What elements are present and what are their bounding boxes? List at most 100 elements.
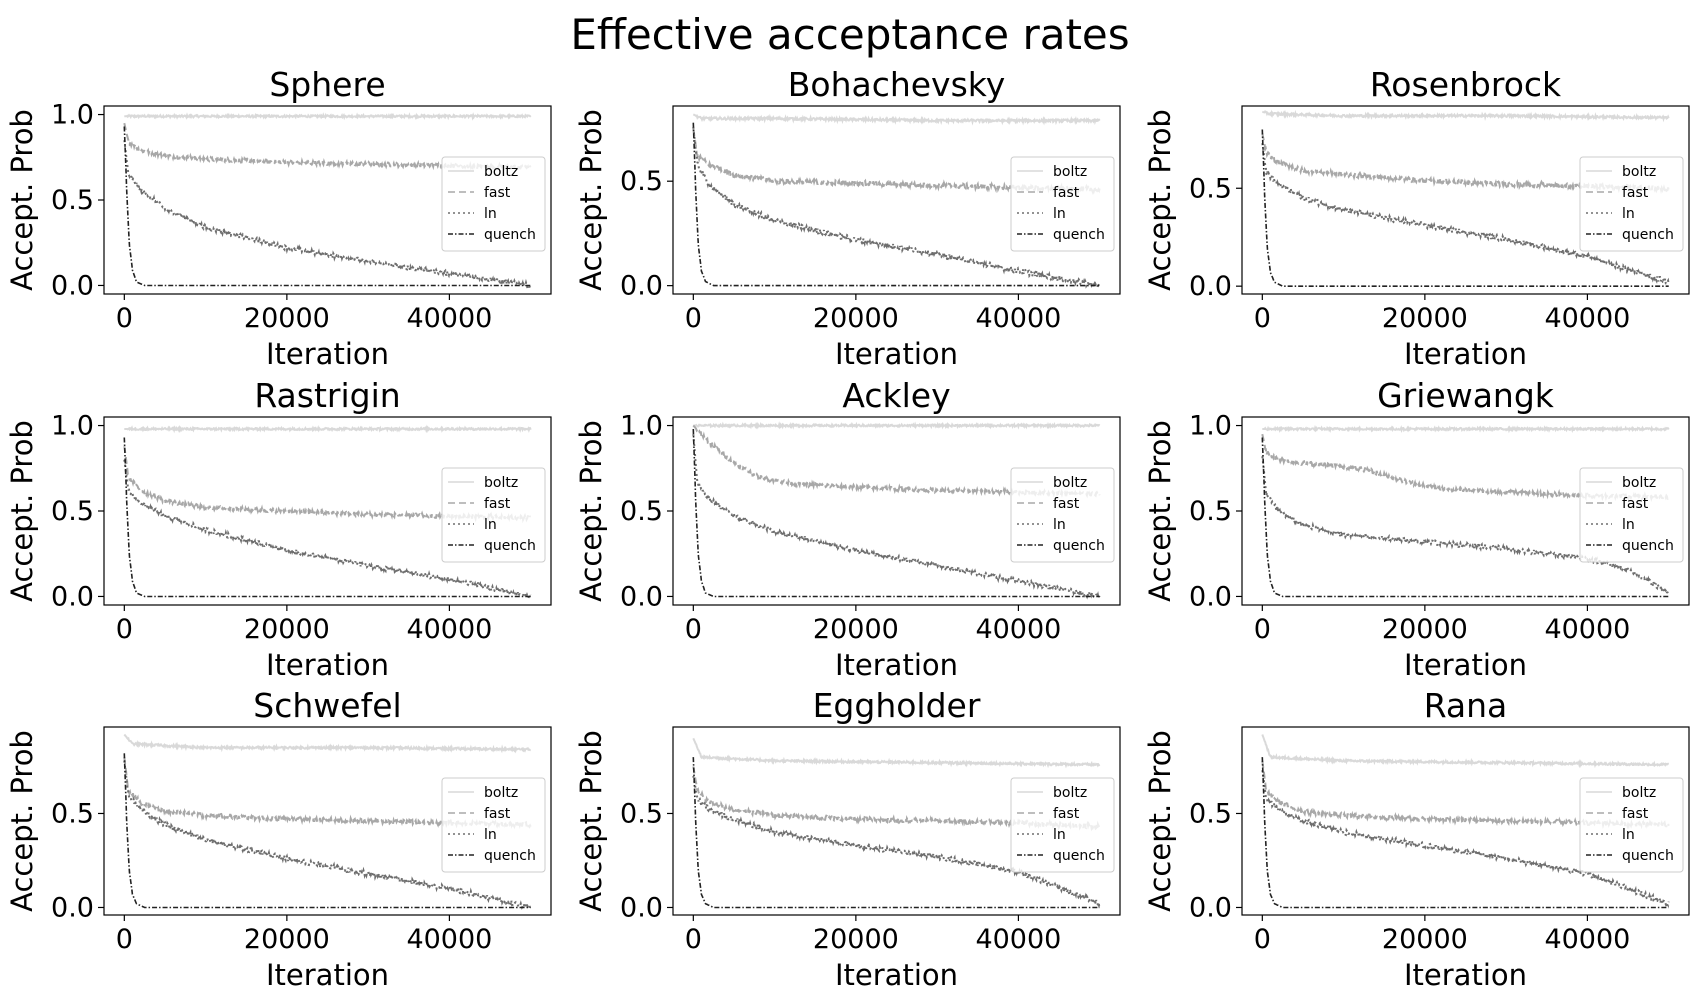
- y-tick-label: 0.0: [51, 270, 94, 301]
- y-tick-label: 0.5: [1189, 798, 1232, 829]
- x-tick-label: 0: [1254, 303, 1271, 334]
- x-tick-label: 20000: [1382, 924, 1468, 955]
- subplot-eggholder: Eggholder 0 20000 40000 0.0 0.5 Iteration Accep…: [574, 686, 1121, 992]
- y-tick-label: 0.5: [1189, 173, 1232, 204]
- legend-label-boltz: boltz: [1053, 164, 1087, 180]
- legend-label-ln: ln: [1053, 827, 1066, 843]
- legend-label-boltz: boltz: [484, 785, 518, 801]
- legend-label-quench: quench: [484, 227, 536, 243]
- x-tick-label: 20000: [813, 303, 899, 334]
- x-tick-label: 20000: [1382, 614, 1468, 645]
- axes-frame: [672, 726, 1121, 916]
- subplot-rana: Rana 0 20000 40000 0.0 0.5 Iteration Accept. Pr…: [1143, 686, 1690, 992]
- axes-frame: [103, 726, 552, 916]
- legend-label-boltz: boltz: [1053, 785, 1087, 801]
- y-tick-label: 0.0: [620, 271, 663, 302]
- legend-label-quench: quench: [1622, 538, 1674, 554]
- series-line-quench: [692, 122, 1100, 287]
- legend-label-ln: ln: [484, 206, 497, 222]
- x-tick-label: 0: [116, 924, 133, 955]
- legend-label-ln: ln: [1622, 206, 1635, 222]
- y-tick-label: 0.5: [51, 496, 94, 527]
- y-tick-label: 0.5: [1189, 496, 1232, 527]
- legend-label-quench: quench: [1053, 227, 1105, 243]
- subplot-title: Rana: [1424, 686, 1508, 725]
- legend: boltz fast ln quench: [1579, 467, 1684, 563]
- series-line-ln: [1261, 143, 1670, 285]
- x-axis-label: Iteration: [1404, 648, 1527, 682]
- series-line-boltz: [124, 424, 532, 434]
- legend-label-fast: fast: [1053, 185, 1080, 201]
- series-line-boltz: [1262, 109, 1670, 123]
- x-axis-label: Iteration: [835, 958, 958, 992]
- y-axis-label: Accept. Prob: [574, 420, 608, 602]
- series-line-ln: [692, 126, 1101, 290]
- legend: boltz fast ln quench: [1010, 467, 1115, 563]
- x-tick-label: 0: [685, 924, 702, 955]
- legend-label-quench: quench: [484, 538, 536, 554]
- x-tick-label: 0: [685, 614, 702, 645]
- legend-label-boltz: boltz: [484, 164, 518, 180]
- y-axis-label: Accept. Prob: [574, 730, 608, 912]
- y-tick-label: 0.0: [620, 581, 663, 612]
- legend-box: [441, 156, 546, 252]
- x-tick-label: 20000: [1382, 303, 1468, 334]
- subplot-griewangk: Griewangk 0 20000 40000 0.0 0.5 1.0 Iteration Ac…: [1143, 376, 1690, 682]
- legend-label-fast: fast: [1053, 806, 1080, 822]
- legend-label-quench: quench: [484, 848, 536, 864]
- y-tick-label: 0.5: [51, 185, 94, 216]
- legend-label-quench: quench: [1053, 848, 1105, 864]
- legend-box: [1010, 156, 1115, 252]
- subplot-title: Rastrigin: [254, 376, 400, 415]
- legend-label-quench: quench: [1053, 538, 1105, 554]
- subplot-title: Bohachevsky: [788, 65, 1006, 104]
- x-tick-label: 40000: [1544, 924, 1630, 955]
- series-line-quench: [1261, 757, 1669, 909]
- legend-label-fast: fast: [484, 806, 511, 822]
- legend-box: [441, 777, 546, 873]
- subplot-schwefel: Schwefel 0 20000 40000 0.0 0.5 Iteration Accept…: [5, 686, 552, 992]
- legend: boltz fast ln quench: [1010, 777, 1115, 873]
- y-tick-label: 0.0: [51, 581, 94, 612]
- series-group: [1261, 734, 1670, 909]
- y-tick-label: 0.5: [620, 798, 663, 829]
- legend-box: [1010, 467, 1115, 563]
- subplot-bohachevsky: Bohachevsky 0 20000 40000 0.0 0.5 Iteration Acc…: [574, 65, 1121, 371]
- legend-label-fast: fast: [1622, 496, 1649, 512]
- legend: boltz fast ln quench: [441, 156, 546, 252]
- legend-label-ln: ln: [484, 827, 497, 843]
- y-tick-label: 0.0: [51, 892, 94, 923]
- y-axis-label: Accept. Prob: [1143, 109, 1177, 291]
- x-axis-label: Iteration: [266, 648, 389, 682]
- legend-box: [1579, 777, 1684, 873]
- legend-label-ln: ln: [1622, 517, 1635, 533]
- subplot-title: Ackley: [842, 376, 950, 415]
- legend-label-ln: ln: [1622, 827, 1635, 843]
- legend-label-quench: quench: [1622, 848, 1674, 864]
- legend-label-boltz: boltz: [1622, 164, 1656, 180]
- subplot-title: Eggholder: [813, 686, 981, 725]
- y-tick-label: 1.0: [620, 411, 663, 442]
- axes-frame: [1241, 105, 1690, 295]
- y-tick-label: 1.0: [51, 411, 94, 442]
- legend: boltz fast ln quench: [1010, 156, 1115, 252]
- x-tick-label: 40000: [975, 614, 1061, 645]
- x-axis-label: Iteration: [835, 337, 958, 371]
- legend: boltz fast ln quench: [1579, 156, 1684, 252]
- subplot-title: Griewangk: [1377, 376, 1555, 415]
- series-line-ln: [1261, 770, 1670, 908]
- series-line-ln: [123, 459, 532, 602]
- series-line-ln: [692, 434, 1101, 602]
- series-line-quench: [123, 437, 531, 598]
- series-line-boltz: [124, 112, 532, 121]
- y-axis-label: Accept. Prob: [1143, 420, 1177, 602]
- x-tick-label: 20000: [813, 614, 899, 645]
- legend-label-quench: quench: [1622, 227, 1674, 243]
- x-tick-label: 0: [1254, 614, 1271, 645]
- series-line-ln: [692, 775, 1101, 909]
- subplot-rosenbrock: Rosenbrock 0 20000 40000 0.0 0.5 Iteration Acce…: [1143, 65, 1690, 371]
- x-axis-label: Iteration: [1404, 337, 1527, 371]
- x-tick-label: 0: [685, 303, 702, 334]
- legend-label-fast: fast: [1053, 496, 1080, 512]
